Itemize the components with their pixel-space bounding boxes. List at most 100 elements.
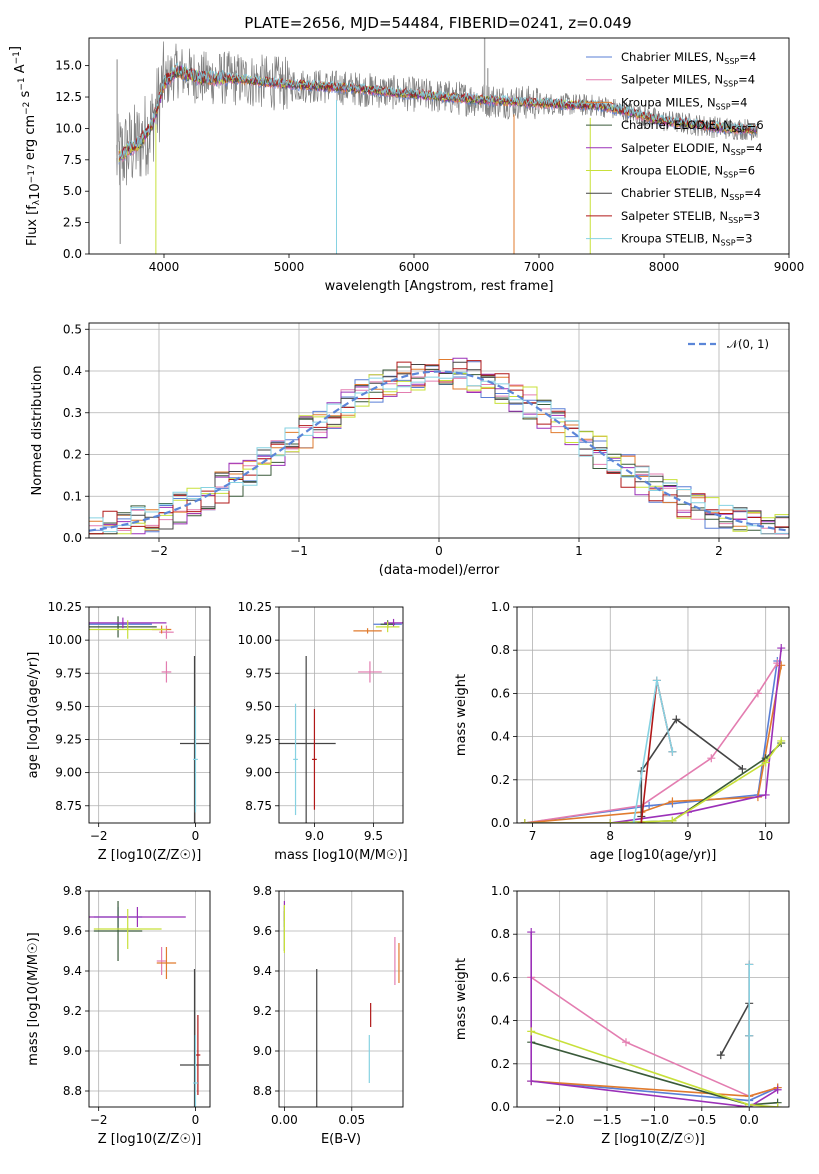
x-tick-label: 10	[758, 829, 773, 843]
y-tick-label: 0.1	[63, 489, 82, 503]
x-tick-label: −2	[90, 1113, 108, 1127]
y-tick-label: 9.6	[63, 924, 82, 938]
y-axis-label: age [log10(age/yr)]	[26, 652, 41, 779]
x-tick-label: 2	[715, 544, 723, 558]
x-tick-label: 9.5	[364, 829, 383, 843]
legend-entry: 𝒩(0, 1)	[727, 337, 769, 351]
data-point-marker	[773, 1085, 782, 1094]
x-tick-label: −2.0	[545, 1113, 574, 1127]
data-point-marker	[637, 819, 646, 823]
x-tick-label: 6000	[399, 260, 430, 274]
mass-weight-vs-age-panel: 7 8 9 10 0.0 0.2 0.4 0.6 0.8 1.0 age [log10(age/yr…	[454, 600, 790, 863]
axes-frame	[516, 890, 790, 1108]
y-tick-label: 0.0	[63, 531, 82, 545]
x-tick-label: 0.05	[338, 1113, 365, 1127]
mass-weight-vs-metallicity-panel: −2.0 −1.5 −1.0 −0.5 0.0 0.0 0.2 0.4 0.6 0.8 1.0 Z […	[454, 884, 790, 1147]
x-tick-label: −1.0	[640, 1113, 669, 1127]
x-tick-label: 0.00	[271, 1113, 298, 1127]
data-point-marker	[761, 790, 770, 799]
x-tick-label: −1	[290, 544, 308, 558]
y-tick-label: 1.0	[491, 884, 510, 898]
y-tick-label: 0.8	[491, 643, 510, 657]
y-tick-label: 9.50	[245, 699, 272, 713]
y-tick-label: 9.0	[63, 1044, 82, 1058]
data-point-marker	[753, 689, 762, 698]
x-tick-label: 8000	[649, 260, 680, 274]
age-vs-mass-panel: 9.0 9.5 8.75 9.00 9.25 9.50 9.75 10.00 10.25 mass…	[238, 600, 408, 863]
axes-frame	[88, 37, 790, 255]
y-tick-label: 0.0	[491, 1100, 510, 1114]
x-tick-label: 9000	[774, 260, 805, 274]
y-tick-label: 9.2	[63, 1004, 82, 1018]
y-tick-label: 8.8	[253, 1084, 272, 1098]
x-tick-label: 4000	[149, 260, 180, 274]
y-tick-label: 0.3	[63, 406, 82, 420]
error-bars	[283, 901, 400, 1107]
y-axis-label: mass weight	[454, 958, 469, 1040]
x-axis-label: Z [log10(Z/Z☉)]	[98, 848, 202, 863]
legend-entry: Salpeter ELODIE, NSSP=4	[621, 141, 763, 157]
y-tick-label: 10.00	[48, 633, 82, 647]
y-tick-label: 9.00	[55, 766, 82, 780]
x-tick-label: −2	[90, 829, 108, 843]
x-tick-label: 7	[529, 829, 537, 843]
model-spectrum-kroupa-stelib	[118, 61, 757, 160]
legend-entry: Kroupa STELIB, NSSP=3	[621, 232, 752, 248]
data-point-marker	[672, 715, 681, 724]
x-axis-label: Z [log10(Z/Z☉)]	[601, 1132, 705, 1147]
data-point-marker	[745, 960, 754, 969]
x-tick-label: 5000	[274, 260, 305, 274]
y-tick-label: 0.6	[491, 686, 510, 700]
x-tick-label: −1.5	[592, 1113, 621, 1127]
y-tick-label: 5.0	[63, 184, 82, 198]
legend-entry: Salpeter STELIB, NSSP=3	[621, 209, 760, 225]
y-tick-label: 0.6	[491, 970, 510, 984]
x-tick-label: 9.0	[305, 829, 324, 843]
error-bars	[89, 616, 210, 823]
y-tick-label: 9.0	[253, 1044, 272, 1058]
y-tick-label: 9.25	[245, 733, 272, 747]
x-tick-label: 0	[192, 829, 200, 843]
y-tick-label: 9.2	[253, 1004, 272, 1018]
y-tick-label: 9.00	[245, 766, 272, 780]
data-point-marker	[745, 1103, 754, 1107]
y-tick-label: 0.4	[491, 1014, 510, 1028]
x-axis-label: Z [log10(Z/Z☉)]	[98, 1132, 202, 1147]
mass-weight-lines	[527, 928, 782, 1107]
legend-entry: Salpeter MILES, NSSP=4	[621, 73, 755, 89]
age-vs-metallicity-panel: −2 0 8.75 9.00 9.25 9.50 9.75 10.00 10.25 Z [log1…	[26, 600, 211, 863]
spectrum-lines	[116, 38, 758, 254]
data-point-marker	[716, 1051, 725, 1060]
x-tick-label: −0.5	[687, 1113, 716, 1127]
x-tick-label: 0.0	[740, 1113, 759, 1127]
histogram-kroupa-stelib	[89, 371, 789, 535]
spectrum-panel: 4000 5000 6000 7000 8000 9000 0.0 2.5 5.0 7.5 10.0…	[8, 37, 805, 294]
figure-title: PLATE=2656, MJD=54484, FIBERID=0241, z=0…	[244, 14, 631, 32]
data-point-marker	[668, 797, 677, 806]
x-axis-label: age [log10(age/yr)]	[590, 848, 717, 863]
data-point-marker	[777, 736, 786, 745]
series-line	[530, 932, 779, 1107]
data-point-marker	[668, 747, 677, 756]
series-line	[640, 718, 743, 817]
mass-vs-metallicity-panel: −2 0 8.8 9.0 9.2 9.4 9.6 9.8 Z [log10(Z/Z☉)] mass…	[26, 884, 211, 1147]
y-axis-label: Flux [fλ10−17 erg cm−2 s−1 A−1]	[8, 46, 43, 246]
data-point-marker	[773, 1103, 782, 1107]
data-point-marker	[668, 816, 677, 823]
axes-frame	[88, 322, 790, 539]
y-tick-label: 0.4	[63, 364, 82, 378]
histogram-kroupa-elodie	[89, 369, 789, 535]
data-point-marker	[621, 1038, 630, 1047]
data-point-marker	[527, 1077, 536, 1086]
x-tick-label: 0	[435, 544, 443, 558]
y-tick-label: 9.75	[245, 666, 272, 680]
mass-weight-lines	[520, 644, 786, 823]
data-point-marker	[777, 661, 786, 670]
data-point-marker	[652, 676, 661, 685]
x-tick-label: 1	[575, 544, 583, 558]
data-point-marker	[745, 1031, 754, 1040]
data-point-marker	[606, 819, 615, 823]
data-point-marker	[645, 801, 654, 810]
y-tick-label: 9.75	[55, 666, 82, 680]
y-tick-label: 15.0	[55, 59, 82, 73]
